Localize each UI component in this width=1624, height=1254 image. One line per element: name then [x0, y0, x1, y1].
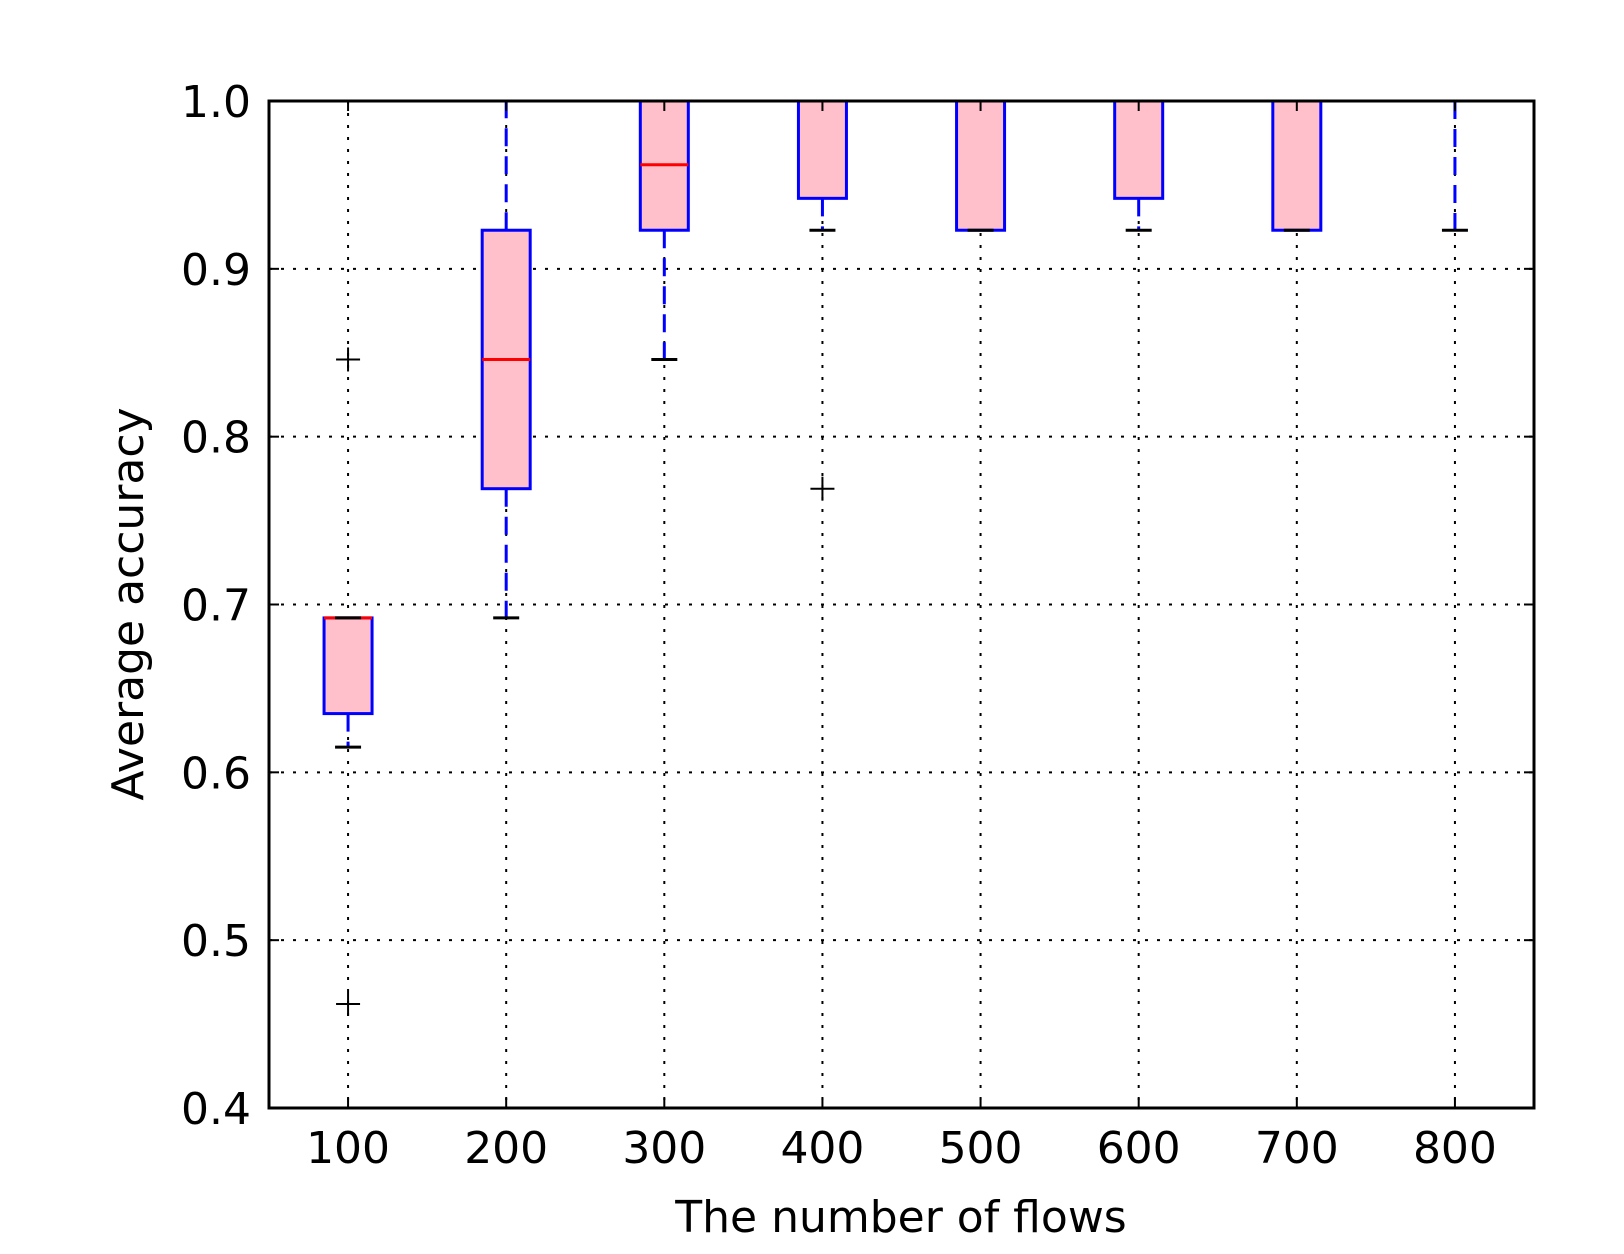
y-tick-label: 0.7	[181, 581, 251, 632]
y-tick-label: 1.0	[181, 77, 251, 128]
box-body	[1271, 99, 1323, 232]
box-series	[322, 99, 1468, 1016]
box-100	[322, 347, 374, 1016]
box-200	[480, 101, 532, 620]
box-500	[955, 99, 1007, 232]
box-body	[1113, 99, 1165, 200]
box-400	[796, 99, 848, 501]
y-tick-label: 0.6	[181, 748, 251, 799]
y-tick-label: 0.8	[181, 413, 251, 464]
box-800	[1441, 101, 1468, 232]
x-tick-label: 600	[1097, 1123, 1181, 1174]
box-300	[638, 99, 690, 361]
y-axis-ticks: 0.4 0.5 0.6 0.7 0.8 0.9 1.0	[181, 77, 1534, 1135]
x-tick-label: 400	[780, 1123, 864, 1174]
y-tick-label: 0.9	[181, 245, 251, 296]
x-axis-ticks: 100 200 300 400 500 600 700 800	[306, 101, 1497, 1174]
x-tick-label: 500	[939, 1123, 1023, 1174]
box-700	[1271, 99, 1323, 232]
box-body	[796, 99, 848, 200]
x-tick-label: 300	[622, 1123, 706, 1174]
box-body	[322, 616, 374, 716]
plot-frame	[267, 99, 1536, 1110]
grid-lines	[269, 101, 1534, 1108]
y-tick-label: 0.4	[181, 1084, 251, 1135]
x-axis-label: The number of flows	[674, 1192, 1126, 1243]
box-600	[1113, 99, 1165, 232]
x-tick-label: 200	[464, 1123, 548, 1174]
box-body	[955, 99, 1007, 232]
x-tick-label: 100	[306, 1123, 390, 1174]
y-axis-label: Average accuracy	[103, 407, 154, 800]
x-tick-label: 800	[1413, 1123, 1497, 1174]
x-tick-label: 700	[1255, 1123, 1339, 1174]
y-tick-label: 0.5	[181, 916, 251, 967]
